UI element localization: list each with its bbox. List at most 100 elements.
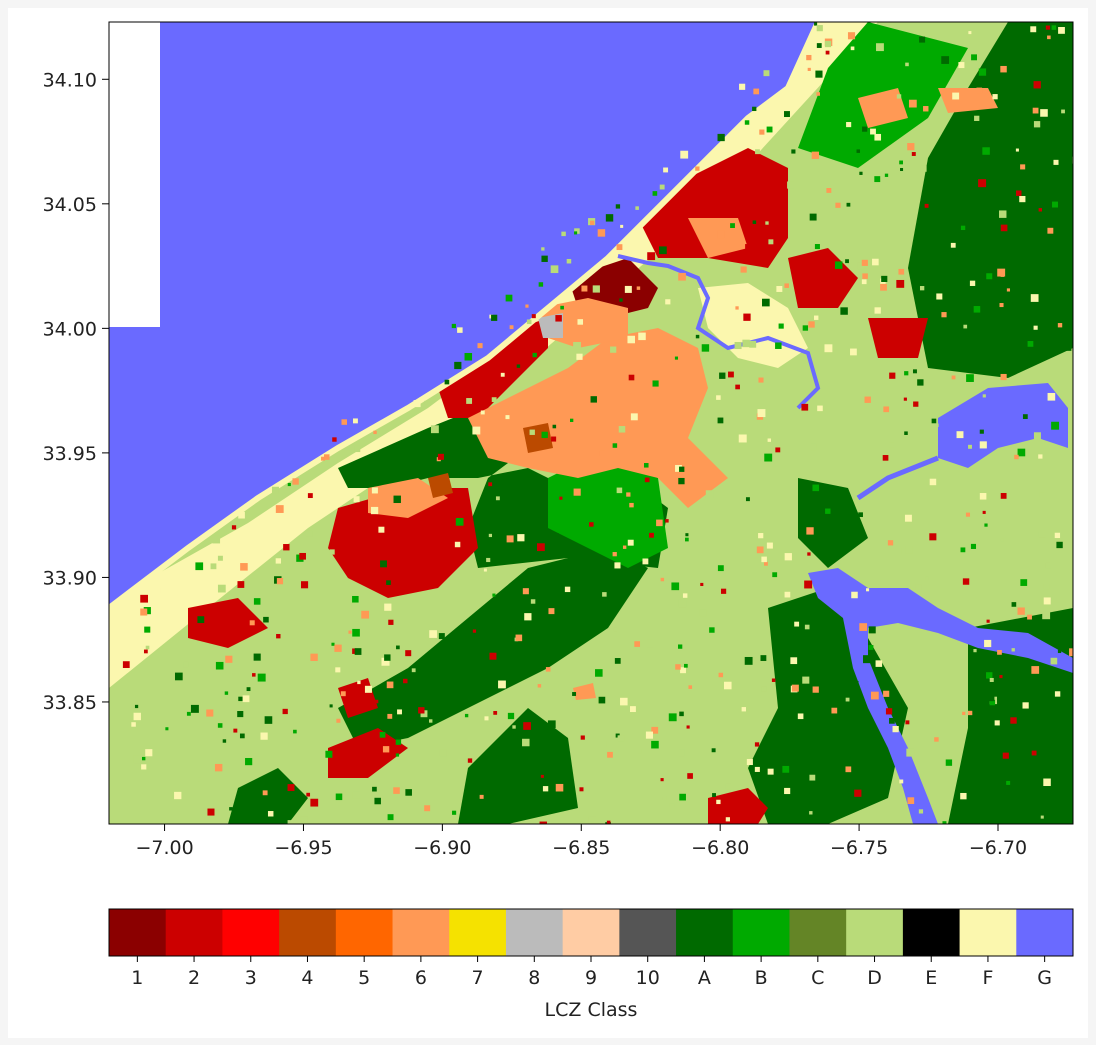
speckle (614, 658, 621, 664)
speckle (725, 783, 732, 790)
speckle (464, 713, 469, 718)
speckle (1006, 288, 1011, 292)
speckle (133, 712, 141, 721)
speckle (335, 793, 343, 801)
figure-frame: −7.00 −6.95 −6.90 −6.85 −6.80 −6.75 −6.70 34.1… (8, 8, 1088, 1038)
speckle (1042, 611, 1051, 620)
speckle (1043, 583, 1050, 590)
speckle (859, 171, 863, 175)
speckle (992, 794, 1001, 803)
lcz-map-figure: −7.00 −6.95 −6.90 −6.85 −6.80 −6.75 −6.70 34.1… (43, 21, 1074, 1021)
speckle (940, 315, 946, 321)
speckle (515, 634, 523, 642)
speckle (357, 680, 361, 685)
speckle (687, 773, 693, 779)
speckle (945, 759, 953, 766)
speckle (806, 527, 814, 535)
speckle (809, 811, 813, 815)
speckle (1006, 780, 1011, 785)
speckle (311, 802, 316, 807)
speckle (863, 655, 871, 664)
speckle (717, 230, 725, 239)
speckle (217, 584, 226, 593)
speckle (971, 54, 977, 61)
speckle (1011, 602, 1017, 607)
speckle (660, 577, 665, 582)
speckle (753, 88, 760, 95)
speckle (760, 655, 767, 661)
speckle (674, 356, 679, 360)
speckle (378, 526, 385, 533)
speckle (472, 426, 481, 435)
speckle (384, 654, 391, 661)
speckle (717, 417, 724, 424)
speckle (790, 657, 798, 665)
speckle (915, 584, 922, 591)
speckle (929, 533, 937, 541)
speckle (552, 424, 557, 429)
speckle (768, 239, 774, 245)
speckle (384, 603, 392, 611)
speckle (862, 126, 868, 132)
urban-2-coast (438, 318, 548, 418)
speckle (993, 667, 1000, 674)
colorbar-label: 2 (188, 967, 200, 989)
speckle (784, 553, 792, 561)
speckle (1030, 211, 1037, 218)
colorbar-swatch-8 (505, 909, 564, 956)
speckle (856, 149, 861, 153)
colorbar-swatch-6 (392, 909, 450, 956)
speckle (301, 581, 309, 589)
speckle (1062, 796, 1071, 805)
speckle (1040, 109, 1048, 117)
speckle (1069, 648, 1073, 657)
speckle (1031, 750, 1037, 756)
speckle (775, 342, 782, 349)
speckle (868, 645, 874, 650)
speckle (1024, 799, 1032, 807)
speckle (738, 434, 747, 443)
colorbar-swatch-1 (109, 909, 167, 956)
y-tick-label: 33.85 (43, 692, 97, 714)
speckle (931, 418, 937, 424)
colorbar-label: 5 (358, 967, 370, 989)
speckle (1000, 65, 1007, 73)
speckle (264, 716, 273, 724)
speckle (925, 576, 929, 581)
speckle (341, 419, 348, 425)
speckle (300, 816, 308, 824)
map-border (108, 21, 1074, 825)
speckle (822, 101, 829, 108)
speckle (809, 774, 816, 781)
speckle (929, 478, 937, 486)
speckle (635, 206, 639, 210)
speckle (629, 706, 636, 713)
speckle (600, 741, 607, 748)
speckle (325, 750, 333, 758)
speckle (486, 557, 491, 563)
speckle (695, 166, 700, 171)
speckle (353, 496, 360, 503)
speckle (1056, 541, 1063, 549)
speckle (917, 379, 924, 386)
speckle (424, 805, 431, 812)
speckle (942, 821, 947, 824)
speckle (505, 294, 513, 302)
speckle (756, 546, 764, 554)
speckle (679, 711, 684, 717)
speckle (143, 607, 151, 615)
speckle (669, 803, 675, 808)
speckle (665, 299, 671, 305)
speckle (541, 255, 548, 262)
speckle (982, 510, 986, 514)
speckle (701, 344, 710, 352)
speckle (458, 406, 463, 410)
speckle (979, 658, 985, 664)
speckle (716, 395, 721, 400)
speckle (430, 425, 439, 434)
speckle (491, 314, 498, 321)
speckle (577, 319, 584, 325)
speckle (229, 807, 233, 811)
speckle (809, 213, 817, 221)
speckle (802, 325, 809, 331)
